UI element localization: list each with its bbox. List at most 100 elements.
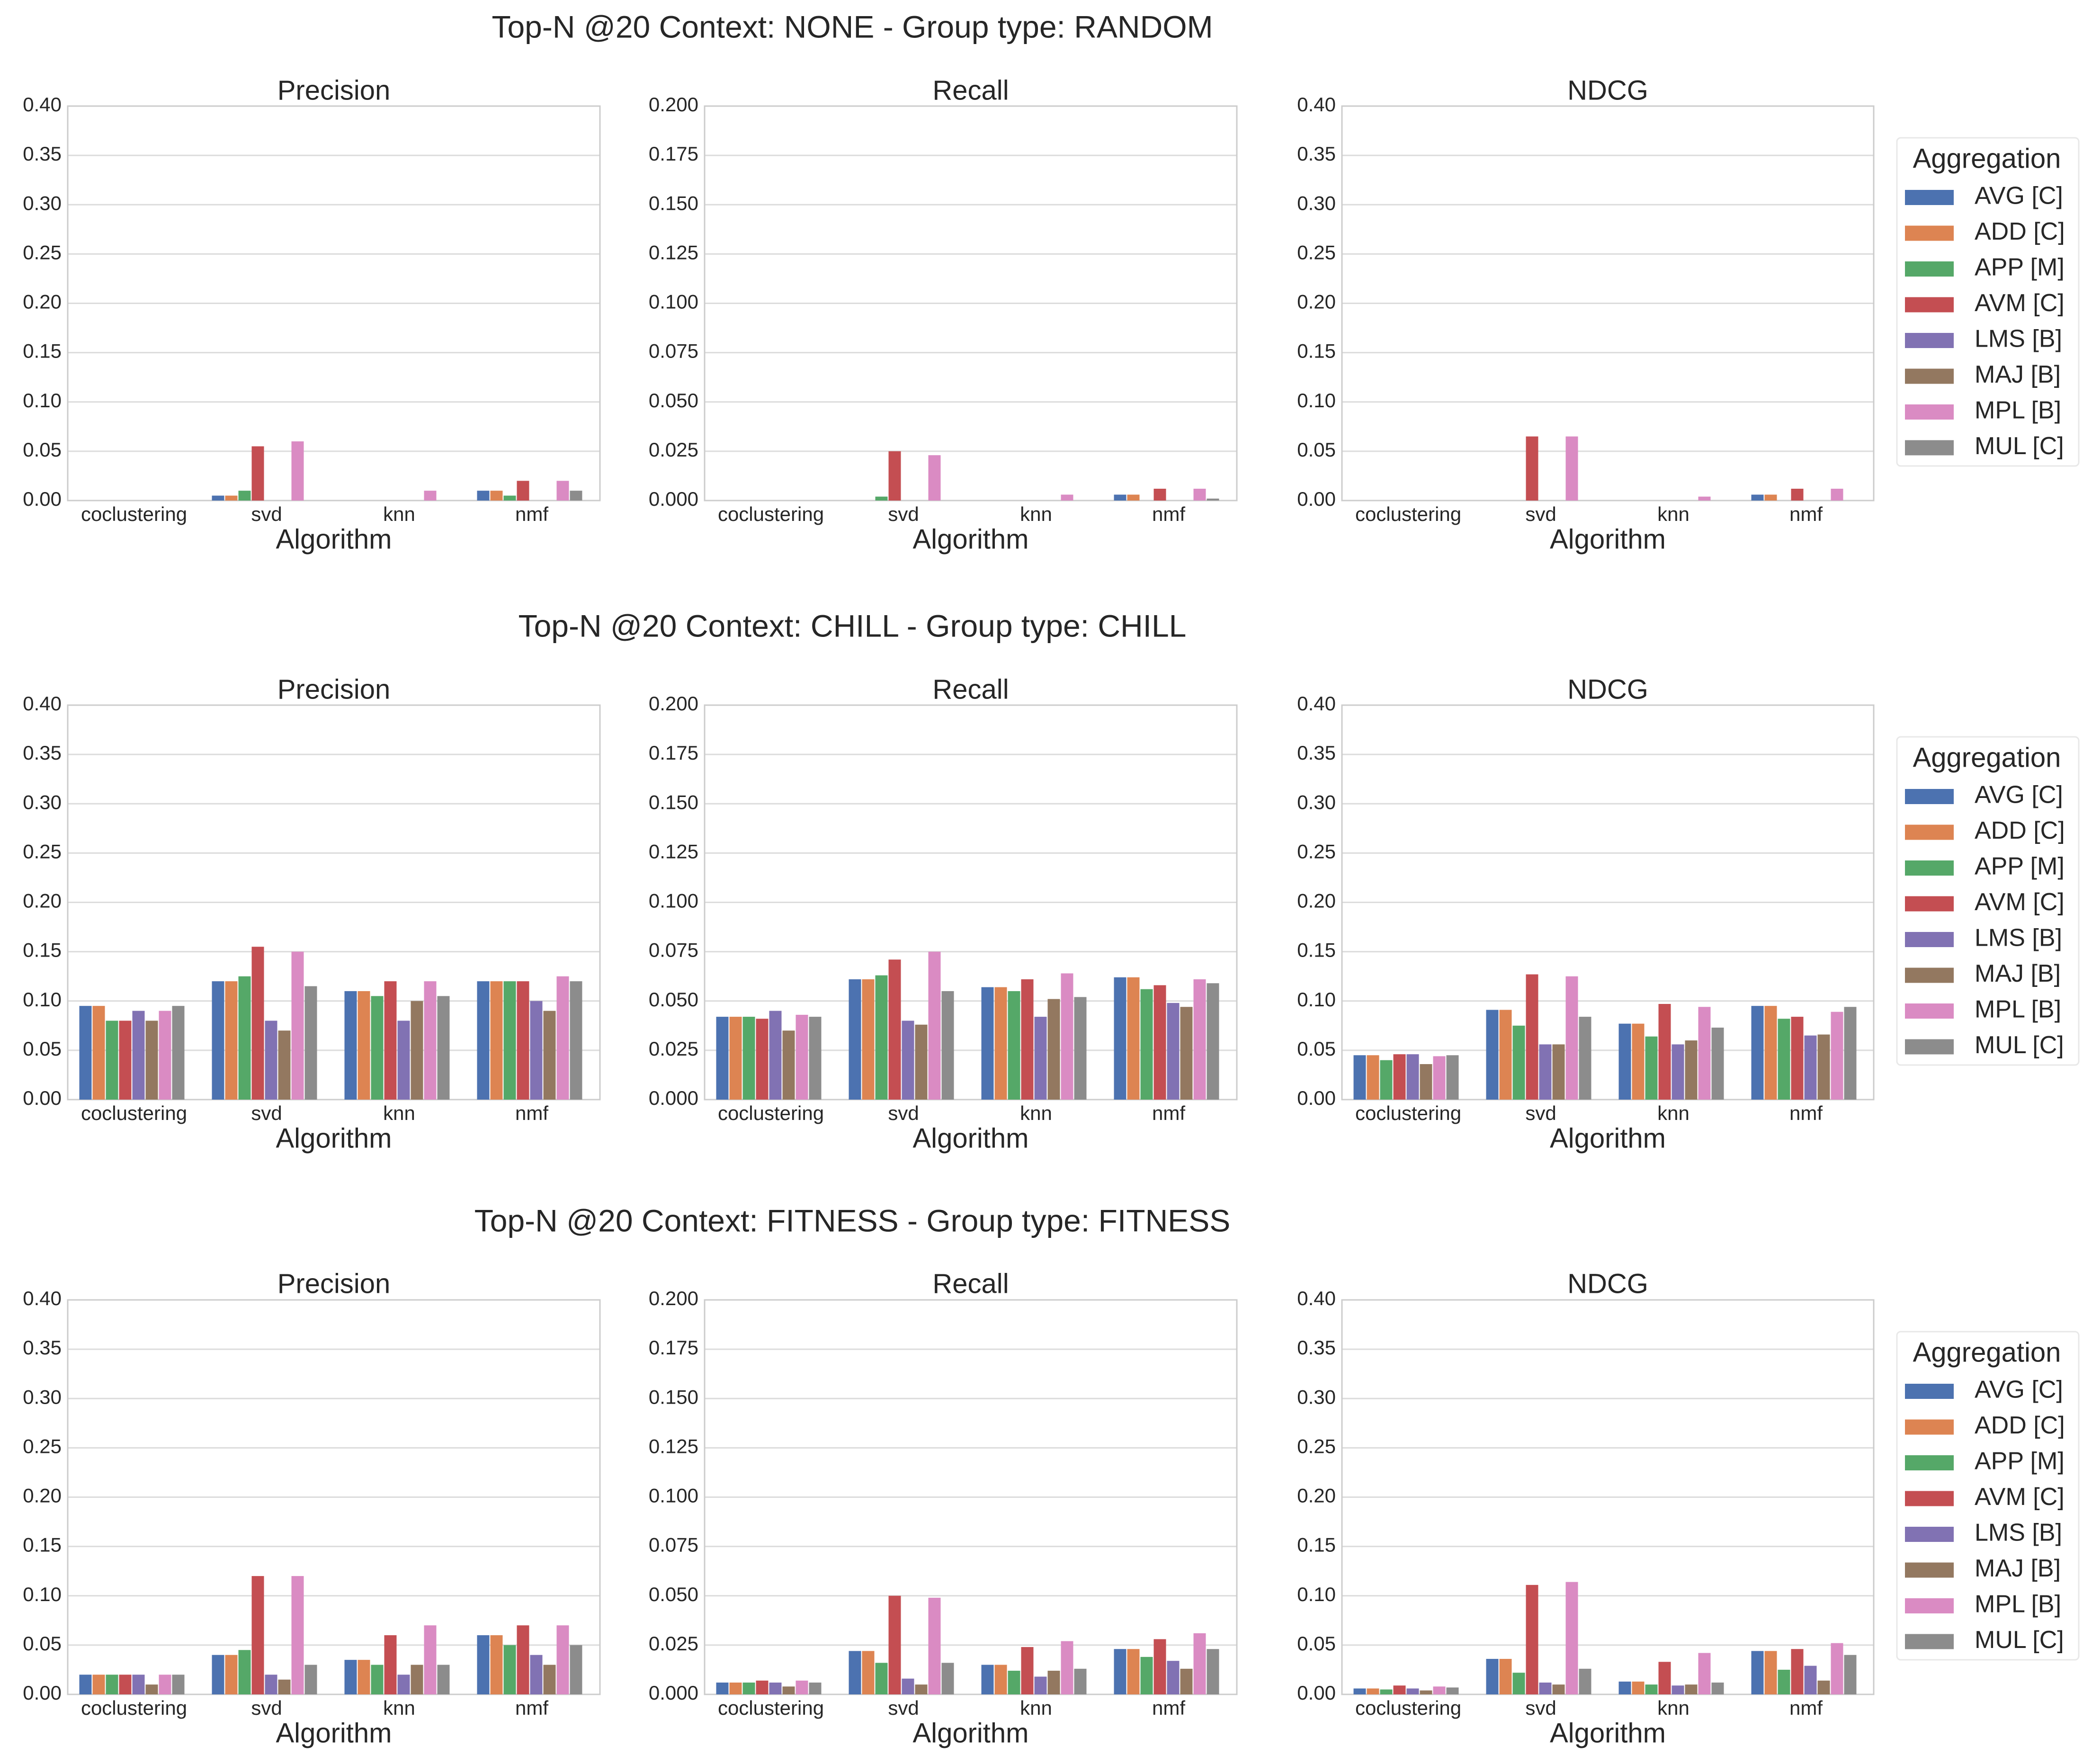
panel-title: Precision	[277, 75, 391, 106]
bar-nmf-mul	[1207, 498, 1219, 501]
x-tick-label: svd	[1525, 1697, 1556, 1719]
bar-coclustering-mul	[1446, 1055, 1459, 1100]
bar-coclustering-avg	[1353, 1688, 1366, 1694]
bar-svd-maj	[1552, 1044, 1565, 1100]
y-tick-label: 0.05	[1297, 439, 1336, 461]
bar-coclustering-avg	[716, 1017, 729, 1100]
bar-svd-add	[1499, 1010, 1512, 1100]
bar-knn-mul	[437, 1665, 450, 1694]
bar-svd-avm	[888, 451, 901, 501]
plot-frame	[1341, 105, 1875, 501]
legend-label: AVM [C]	[1975, 1483, 2065, 1511]
bar-svd-mpl	[928, 455, 941, 501]
bar-nmf-mpl	[556, 976, 569, 1100]
x-tick-label: coclustering	[1355, 503, 1461, 525]
legend-label: MAJ [B]	[1975, 361, 2061, 388]
bar-knn-maj	[411, 1665, 423, 1694]
bar-nmf-avm	[517, 981, 529, 1100]
y-tick-label: 0.150	[649, 192, 698, 214]
bar-svd-app	[875, 496, 888, 501]
bar-svd-lms	[265, 1021, 277, 1100]
bar-nmf-maj	[1180, 1668, 1193, 1694]
y-tick-label: 0.30	[1297, 791, 1336, 813]
bar-nmf-mul	[570, 981, 582, 1100]
bar-coclustering-maj	[145, 1021, 158, 1100]
y-tick-label: 0.15	[1297, 1534, 1336, 1556]
bar-svd-lms	[1539, 1044, 1552, 1100]
x-tick-label: svd	[251, 1697, 282, 1719]
panel-title: NDCG	[1567, 1268, 1648, 1299]
bar-knn-avm	[1021, 979, 1034, 1100]
bar-coclustering-mpl	[796, 1680, 808, 1694]
legend-label: APP [M]	[1975, 1448, 2065, 1475]
bar-svd-app	[238, 976, 251, 1100]
y-tick-label: 0.20	[1297, 890, 1336, 912]
bar-nmf-mpl	[1831, 489, 1843, 501]
bar-coclustering-mul	[809, 1017, 822, 1100]
bar-knn-mul	[437, 996, 450, 1100]
bar-svd-mpl	[1565, 976, 1578, 1100]
bar-coclustering-maj	[145, 1684, 158, 1694]
panel-recall: 0.000 0.025 0.050 0.075 0.100 0.125 0.150 0.175…	[649, 1268, 1238, 1748]
x-tick-label: knn	[1020, 1697, 1052, 1719]
bar-nmf-avm	[517, 1625, 529, 1694]
bar-nmf-avg	[1751, 1651, 1764, 1694]
y-tick-label: 0.025	[649, 1632, 698, 1655]
legend-swatch	[1905, 789, 1954, 804]
legend-swatch	[1905, 404, 1954, 420]
x-tick-label: knn	[383, 503, 415, 525]
bar-knn-maj	[411, 1001, 423, 1100]
bar-svd-mul	[1579, 1017, 1591, 1100]
bar-coclustering-maj	[1420, 1690, 1432, 1694]
y-tick-label: 0.025	[649, 439, 698, 461]
bar-knn-add	[994, 1665, 1007, 1694]
y-tick-label: 0.00	[23, 488, 62, 510]
panel-title: Precision	[277, 1268, 391, 1299]
bar-coclustering-lms	[1406, 1054, 1419, 1100]
bar-knn-maj	[1685, 1684, 1698, 1694]
y-tick-label: 0.125	[649, 1435, 698, 1457]
legend-label: MUL [C]	[1975, 432, 2064, 460]
y-tick-label: 0.20	[23, 1485, 62, 1507]
bar-nmf-mpl	[1193, 979, 1206, 1100]
bar-coclustering-avg	[79, 1006, 92, 1100]
legend-title: Aggregation	[1913, 143, 2061, 174]
bar-nmf-add	[490, 981, 503, 1100]
y-tick-label: 0.050	[649, 1583, 698, 1605]
panel-precision: 0.00 0.05 0.10 0.15 0.20 0.25 0.30 0.35 0.40 Prec…	[23, 674, 601, 1154]
bar-nmf-app	[503, 495, 516, 501]
bar-svd-lms	[1539, 1683, 1552, 1694]
bar-coclustering-lms	[1406, 1688, 1419, 1694]
bar-nmf-avg	[477, 491, 490, 501]
bar-knn-avm	[1658, 1003, 1671, 1100]
bar-knn-add	[1632, 1681, 1645, 1694]
y-tick-label: 0.30	[1297, 1386, 1336, 1408]
y-tick-label: 0.100	[649, 1485, 698, 1507]
y-tick-label: 0.200	[649, 692, 698, 715]
y-tick-label: 0.40	[23, 93, 62, 116]
bar-coclustering-app	[742, 1017, 755, 1100]
bar-coclustering-add	[1367, 1055, 1379, 1100]
bar-nmf-avm	[1153, 489, 1166, 501]
y-tick-label: 0.00	[1297, 488, 1336, 510]
bar-knn-mpl	[1061, 973, 1073, 1100]
x-axis-label: Algorithm	[276, 524, 392, 555]
y-tick-label: 0.25	[1297, 1435, 1336, 1457]
y-tick-label: 0.15	[1297, 939, 1336, 961]
x-axis-label: Algorithm	[913, 1123, 1029, 1154]
y-tick-label: 0.05	[1297, 1038, 1336, 1060]
bar-nmf-avm	[1153, 1639, 1166, 1694]
bar-svd-avg	[212, 495, 224, 501]
bar-knn-avg	[1618, 1681, 1631, 1694]
legend-swatch	[1905, 896, 1954, 912]
x-tick-label: nmf	[1789, 503, 1823, 525]
legend-swatch	[1905, 190, 1954, 205]
plot-frame	[67, 704, 601, 1101]
y-tick-label: 0.10	[23, 988, 62, 1011]
bar-knn-mpl	[1061, 494, 1073, 501]
bar-svd-avm	[1526, 436, 1538, 501]
y-tick-label: 0.125	[649, 840, 698, 862]
bar-svd-mul	[1579, 1668, 1591, 1694]
bar-coclustering-avm	[119, 1021, 132, 1100]
bar-nmf-avg	[477, 1635, 490, 1694]
